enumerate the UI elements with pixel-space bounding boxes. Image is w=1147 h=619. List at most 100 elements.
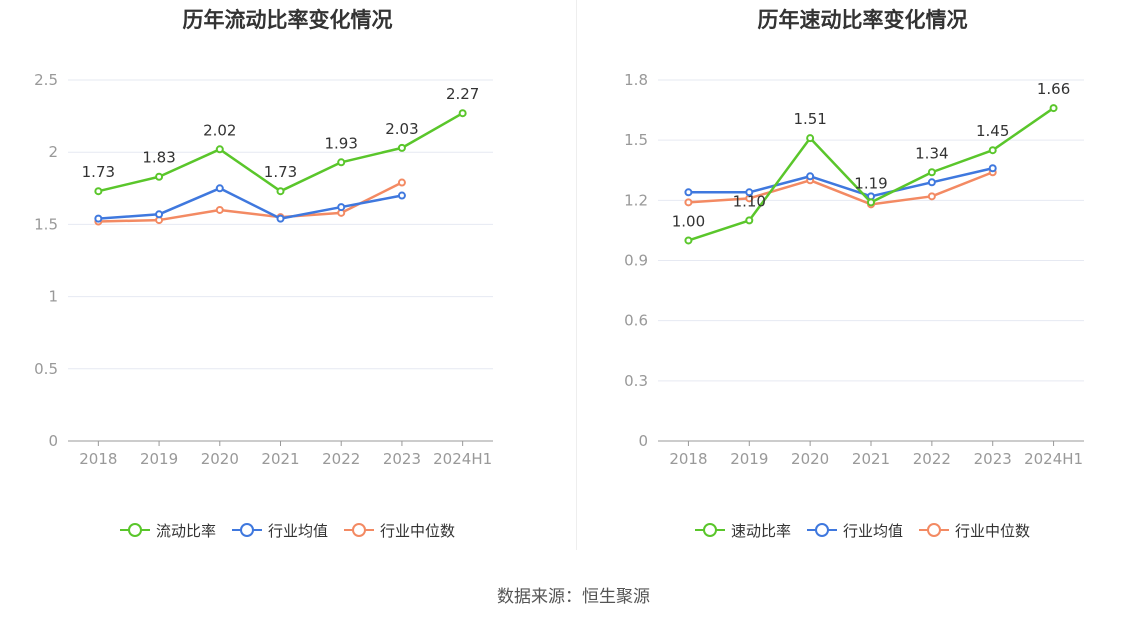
data-point-avg [684,188,693,197]
x-tick-label: 2018 [669,450,707,468]
legend-item-main[interactable]: 速动比率 [694,517,791,543]
data-point-main [1049,104,1058,113]
data-point-avg [155,210,164,219]
legend-label: 行业均值 [267,521,328,540]
legend-label: 速动比率 [730,521,791,540]
series-line-avg [688,167,993,198]
data-point-main [806,134,815,143]
legend-marker-main [694,523,725,537]
x-tick-label: 2018 [79,450,117,468]
chart-legend: 流动比率 行业均值 行业中位数 [0,517,575,543]
data-label: 1.66 [1037,80,1070,98]
data-label: 1.83 [142,149,175,167]
data-point-main [94,187,103,196]
data-point-main [684,236,693,245]
x-tick-label: 2022 [322,450,360,468]
data-point-main [397,143,406,152]
x-tick-label: 2020 [201,450,239,468]
legend-item-median[interactable]: 行业中位数 [344,517,455,543]
y-tick-label: 1.2 [624,191,648,209]
data-point-median [215,205,224,214]
data-label: 1.73 [264,163,297,181]
data-point-main [458,109,467,118]
legend-label: 流动比率 [155,521,216,540]
data-point-avg [806,172,815,181]
series-line-median [688,171,994,206]
data-point-avg [745,188,754,197]
data-label: 2.27 [446,85,479,103]
x-tick-label: 2021 [852,450,890,468]
legend-label: 行业中位数 [955,521,1031,540]
chart-title: 历年流动比率变化情况 [182,8,393,32]
data-point-main [337,158,346,167]
data-label: 1.19 [854,174,887,192]
data-label: 1.00 [672,212,705,230]
legend-marker-avg [806,523,837,537]
quick-ratio-chart: 0 0.3 0.6 0.9 1.2 1.5 1.8 2018 2019 2020 2021 2022 2… [624,71,1084,468]
y-tick-label: 2 [48,143,58,161]
y-tick-label: 0.6 [624,312,648,330]
x-tick-label: 2019 [140,450,178,468]
data-source-note: 数据来源：恒生聚源 [497,587,650,607]
data-label: 1.45 [976,122,1009,140]
legend-marker-median [919,523,949,537]
panel-divider [576,0,577,550]
legend-item-median[interactable]: 行业中位数 [919,517,1030,543]
data-point-main [927,168,936,177]
data-label: 1.51 [793,110,826,128]
chart-title: 历年速动比率变化情况 [757,8,968,32]
quick-ratio-chart-panel: 历年速动比率变化情况 0 0.3 0.6 0.9 1.2 1.5 1.8 2018 2019 20… [578,0,1147,560]
x-tick-label: 2024H1 [1024,450,1083,468]
y-tick-label: 0.9 [624,252,648,270]
legend-marker-avg [231,523,262,537]
y-tick-label: 1.5 [624,131,648,149]
data-label: 2.03 [385,120,418,138]
x-tick-label: 2019 [730,450,768,468]
data-label: 1.93 [325,134,358,152]
y-tick-label: 1.8 [624,71,648,89]
chart-legend: 速动比率 行业均值 行业中位数 [578,517,1147,543]
x-tick-label: 2023 [383,450,421,468]
legend-item-avg[interactable]: 行业均值 [806,517,903,543]
data-point-main [155,172,164,181]
data-point-main [988,146,997,155]
legend-marker-median [344,523,374,537]
y-tick-label: 1.5 [34,215,58,233]
x-tick-label: 2020 [791,450,829,468]
data-point-avg [927,178,936,187]
data-point-avg [337,203,346,212]
y-tick-label: 0.5 [34,360,58,378]
series-line-median [98,181,403,223]
legend-label: 行业均值 [842,521,903,540]
data-point-main [867,198,875,207]
y-tick-label: 0.3 [624,372,648,390]
y-tick-label: 0 [638,432,648,450]
x-tick-label: 2024H1 [433,450,492,468]
data-point-avg [94,214,103,223]
data-point-main [215,145,224,154]
y-tick-label: 1 [48,288,58,306]
data-point-median [684,198,693,207]
data-label: 1.73 [82,163,115,181]
data-point-avg [988,164,997,173]
y-tick-label: 0 [48,432,58,450]
legend-item-avg[interactable]: 行业均值 [231,517,328,543]
data-label: 1.10 [733,192,766,210]
legend-item-main[interactable]: 流动比率 [119,517,216,543]
data-point-avg [276,214,285,223]
x-tick-label: 2022 [913,450,951,468]
series-line-avg [98,187,403,220]
data-point-avg [397,191,406,200]
x-tick-label: 2023 [974,450,1012,468]
data-point-main [745,216,754,225]
data-label: 1.34 [915,144,948,162]
data-point-main [276,187,285,196]
current-ratio-chart-panel: 历年流动比率变化情况 0 0.5 1 1.5 2 2.5 2018 2019 2020 2021 2… [0,0,575,560]
data-point-avg [215,184,224,193]
x-tick-label: 2021 [261,450,299,468]
data-point-median [927,192,936,201]
legend-marker-main [119,523,150,537]
current-ratio-chart: 0 0.5 1 1.5 2 2.5 2018 2019 2020 2021 2022 2023 2024… [34,71,493,468]
data-point-median [397,178,406,187]
legend-label: 行业中位数 [380,521,456,540]
